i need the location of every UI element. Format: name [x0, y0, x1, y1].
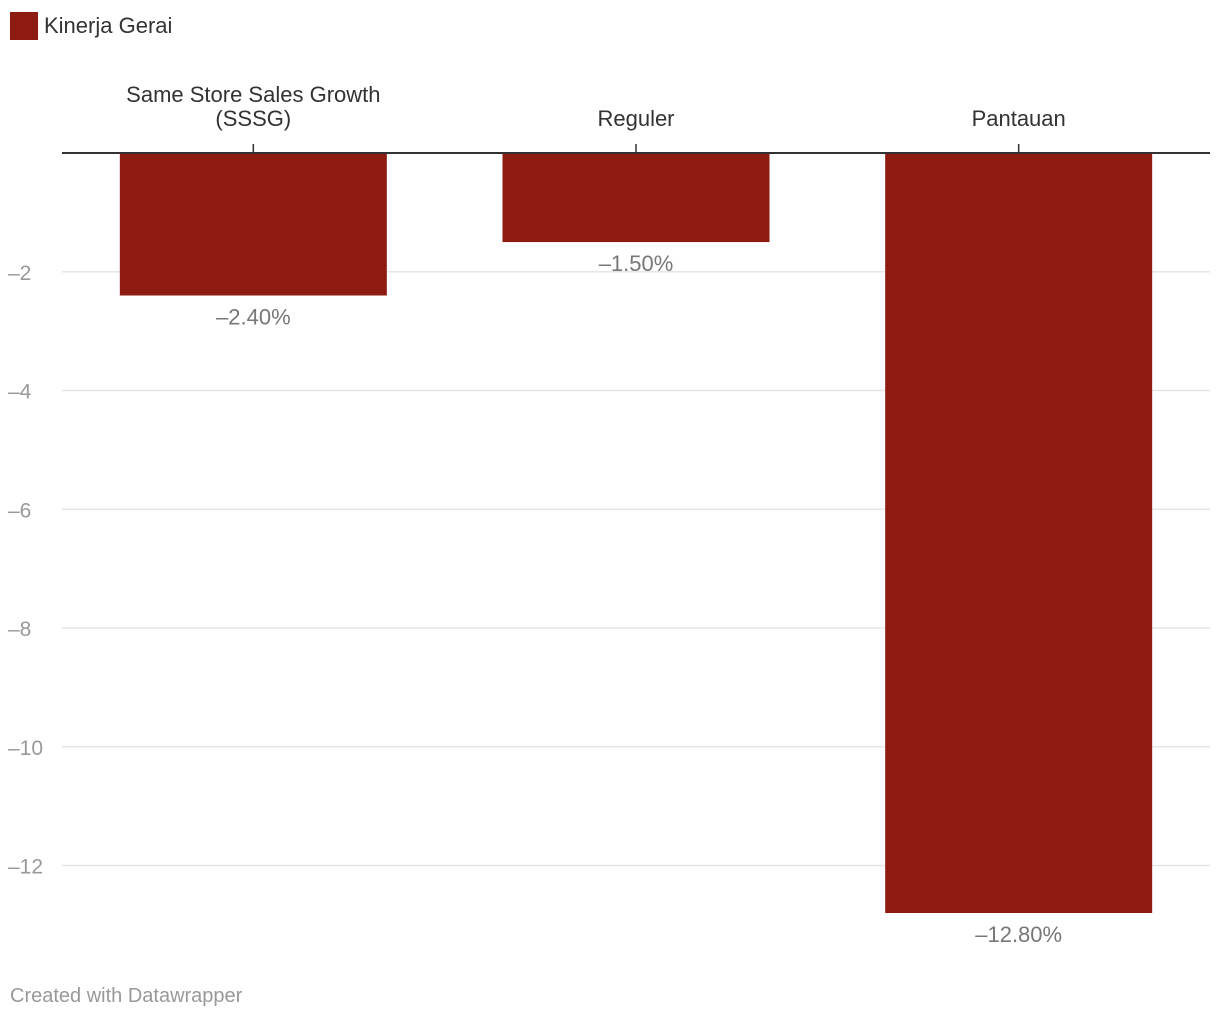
y-tick-label: –2 [8, 262, 31, 285]
bar [119, 153, 387, 296]
y-tick-label: –10 [8, 737, 43, 760]
bar [885, 153, 1153, 913]
bar [502, 153, 770, 243]
y-tick-label: –8 [8, 618, 31, 641]
bars [119, 153, 1153, 913]
legend-label: Kinerja Gerai [44, 13, 173, 38]
legend-swatch [10, 12, 38, 40]
y-tick-label: –6 [8, 499, 31, 522]
value-label: –12.80% [975, 922, 1062, 947]
legend: Kinerja Gerai [10, 11, 172, 41]
category-label: Pantauan [972, 106, 1066, 131]
category-label: Same Store Sales Growth [126, 82, 380, 107]
value-label: –1.50% [599, 251, 674, 276]
category-label: (SSSG) [215, 106, 291, 131]
credit-text: Created with Datawrapper [10, 985, 243, 1007]
labels: –2 –4 –6 –8 –10 –12 –2.40% Same Store Sales Gro… [8, 82, 1066, 947]
category-axis [62, 144, 1210, 154]
y-tick-label: –12 [8, 856, 43, 879]
bar-chart: –2 –4 –6 –8 –10 –12 –2.40% Same Store Sales Gro… [8, 82, 1210, 947]
y-tick-label: –4 [8, 381, 32, 404]
category-label: Reguler [597, 106, 674, 131]
value-label: –2.40% [216, 305, 291, 330]
